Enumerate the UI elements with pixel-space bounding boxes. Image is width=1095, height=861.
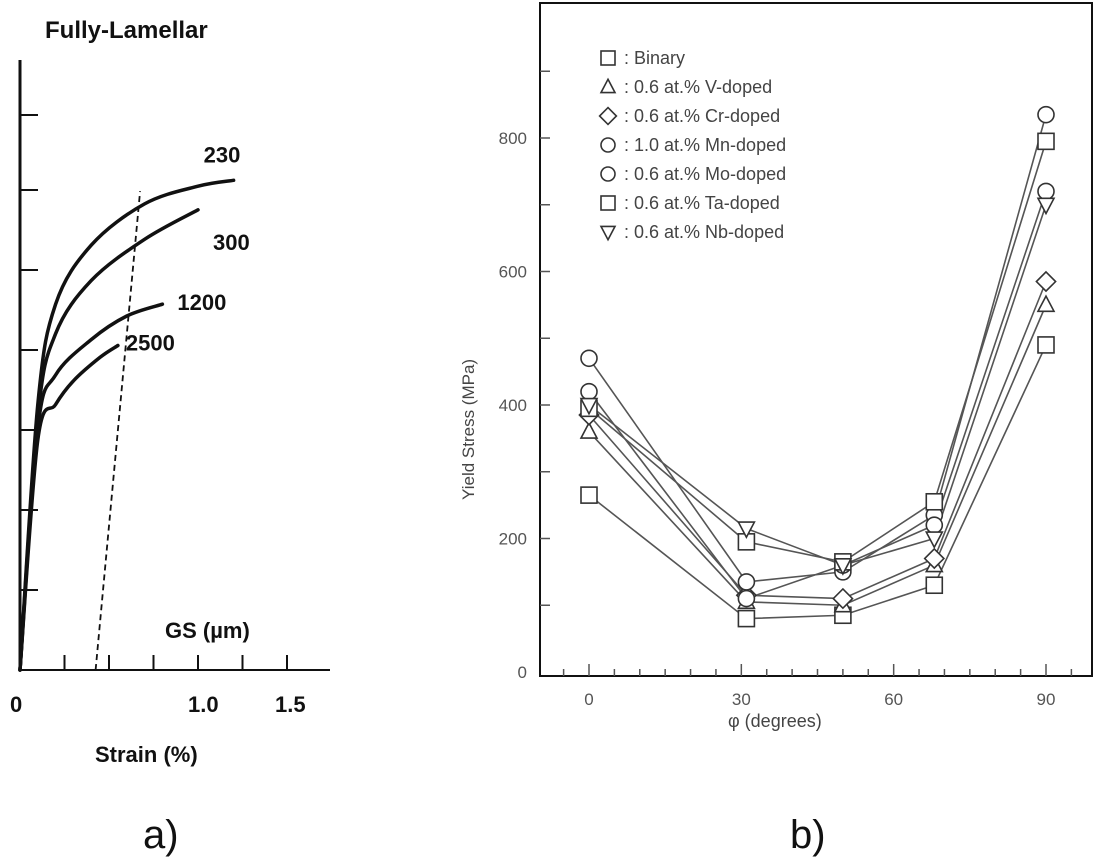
panel-b-point-4-0 (580, 382, 598, 401)
panel-a-x-tick-label-1: 1.0 (188, 692, 219, 717)
panel-b-series-line-2 (588, 281, 1047, 600)
panel-b-point-6-3 (924, 531, 944, 550)
panel-b-point-6-0 (579, 397, 599, 416)
panel-b-legend-label-2: : 0.6 at.% Cr-doped (624, 106, 780, 126)
panel-a-curve-label-300: 300 (213, 230, 250, 255)
panel-b-x-tick-label-30: 30 (732, 690, 751, 709)
panel-b-point-0-1 (737, 609, 756, 628)
panel-a-x-axis-label: Strain (%) (95, 742, 198, 767)
panel-b-legend-label-1: : 0.6 at.% V-doped (624, 77, 772, 97)
panel-a-x-tick-label-2: 1.5 (275, 692, 306, 717)
panel-b-legend: : Binary : 0.6 at.% V-doped : 0.6 at.% Cr-… (598, 48, 786, 242)
panel-b-series-line-4 (588, 191, 1047, 600)
panel-b-point-1-4 (1036, 294, 1056, 313)
panel-b-legend-label-4: : 0.6 at.% Mo-doped (624, 164, 786, 184)
panel-b-point-0-3 (925, 576, 944, 595)
panel-b-y-tick-label-800: 800 (499, 129, 527, 148)
panel-a-curve-label-1200: 1200 (177, 290, 226, 315)
panel-b-point-3-4 (1037, 105, 1055, 124)
panel-b-caption: b) (790, 813, 826, 857)
panel-a-offset-line (94, 191, 141, 671)
panel-b-x-tick-label-60: 60 (884, 690, 903, 709)
panel-a-curve-label-2500: 2500 (126, 331, 175, 356)
panel-a-curve-2500 (18, 343, 120, 672)
panel-b-legend-marker-0 (600, 50, 616, 66)
panel-b-legend-label-5: : 0.6 at.% Ta-doped (624, 193, 780, 213)
panel-b-plot-frame (539, 2, 1093, 677)
panel-b-legend-marker-4 (600, 166, 616, 182)
panel-b-point-3-1 (737, 573, 756, 591)
panel-b-point-2-4 (1035, 270, 1057, 293)
panel-b-point-2-2 (832, 587, 854, 610)
panel-b-legend-marker-5 (600, 195, 616, 211)
panel-a-y-ticks (20, 114, 38, 591)
panel-b-legend-marker-6 (599, 225, 617, 242)
panel-b-point-4-3 (925, 516, 944, 534)
panel-a-caption: a) (143, 813, 179, 857)
panel-a-x-ticks (19, 655, 288, 670)
panel-b-point-6-4 (1036, 197, 1056, 216)
panel-a-curve-230 (18, 178, 236, 672)
panel-b-point-2-3 (923, 547, 946, 570)
panel-b-series (578, 105, 1057, 628)
panel-b-ticks (540, 70, 1073, 676)
panel-b-tick-labels: 0 200 400 600 800 0 30 60 90 (499, 129, 1056, 709)
panel-b-legend-marker-2 (598, 106, 618, 126)
panel-b-legend-marker-3 (600, 137, 616, 153)
panel-b-x-tick-label-90: 90 (1037, 690, 1056, 709)
panel-b-legend-label-6: : 0.6 at.% Nb-doped (624, 222, 784, 242)
panel-b-point-6-2 (833, 557, 853, 576)
panel-b-y-tick-label-0: 0 (518, 663, 527, 682)
panel-b-point-5-4 (1037, 132, 1055, 151)
panel-b-point-3-0 (580, 349, 598, 368)
panel-b-y-tick-label-600: 600 (499, 263, 527, 282)
panel-b-point-0-0 (580, 486, 598, 504)
panel-b-y-axis-label: Yield Stress (MPa) (459, 359, 478, 500)
panel-b-legend-label-0: : Binary (624, 48, 685, 68)
panel-b-point-1-0 (579, 421, 599, 439)
panel-b-legend-marker-1 (599, 77, 617, 94)
panel-a-legend-title: GS (µm) (165, 618, 250, 643)
panel-a-curves (18, 178, 236, 672)
panel-a-x-tick-label-0: 0 (10, 692, 22, 717)
panel-b-y-tick-label-400: 400 (499, 396, 527, 415)
panel-a-title: Fully-Lamellar (45, 17, 208, 44)
panel-b-point-5-3 (925, 492, 944, 511)
panel-b-x-tick-label-0: 0 (584, 690, 593, 709)
panel-b-series-line-3 (588, 114, 1047, 583)
panel-b-y-tick-label-200: 200 (499, 530, 527, 549)
panel-b-point-4-1 (737, 589, 756, 608)
panel-b-point-4-4 (1037, 182, 1055, 201)
panel-b-legend-label-3: : 1.0 at.% Mn-doped (624, 135, 786, 155)
panel-b-x-axis-label: φ (degrees) (728, 711, 822, 731)
panel-a-curve-label-230: 230 (204, 142, 241, 167)
panel-b-point-0-4 (1037, 336, 1055, 354)
panel-b-point-6-1 (737, 521, 756, 540)
panel-b-series-line-6 (588, 204, 1047, 567)
panel-a-curve-300 (18, 208, 200, 672)
